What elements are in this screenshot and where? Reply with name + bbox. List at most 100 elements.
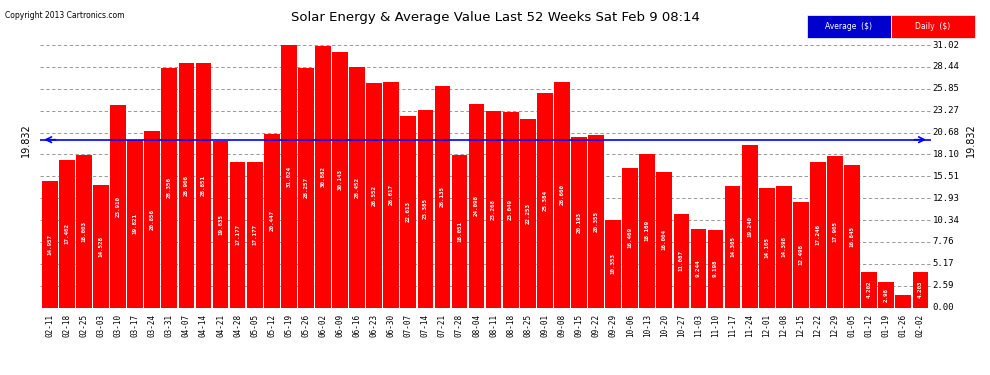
Text: 20.68: 20.68 [933,128,959,137]
Text: 10.353: 10.353 [611,253,616,274]
Bar [571,136,587,308]
Text: 9.244: 9.244 [696,260,701,277]
Bar [281,45,297,308]
Bar [418,110,434,308]
Text: 20.856: 20.856 [149,209,154,230]
Text: 31.024: 31.024 [286,166,291,187]
Text: 23.27: 23.27 [933,106,959,115]
Text: 16.004: 16.004 [662,229,667,250]
Text: 28.356: 28.356 [167,177,172,198]
Bar [895,295,911,307]
Bar [161,68,177,308]
Bar [264,135,279,308]
Bar [486,111,502,308]
Text: 28.44: 28.44 [933,62,959,71]
Text: 0.00: 0.00 [933,303,954,312]
Bar [145,131,160,308]
Text: 7.76: 7.76 [933,237,954,246]
Bar [128,140,143,308]
Text: 24.098: 24.098 [474,195,479,216]
Text: 14.528: 14.528 [99,236,104,256]
Text: 17.246: 17.246 [816,224,821,245]
Text: 5.17: 5.17 [933,259,954,268]
Text: 23.268: 23.268 [491,198,496,219]
Bar [640,154,655,308]
Bar [298,68,314,308]
Bar [42,181,57,308]
Text: 26.617: 26.617 [389,184,394,206]
Bar [861,272,877,308]
Bar [520,119,536,308]
Bar [503,112,519,308]
Text: 28.452: 28.452 [354,177,359,198]
Text: 18.10: 18.10 [933,150,959,159]
Text: 20.355: 20.355 [594,211,599,232]
Bar [110,105,126,308]
Text: 17.402: 17.402 [64,224,69,245]
Bar [656,172,672,308]
Text: 26.135: 26.135 [440,186,445,207]
Bar [691,229,706,308]
Bar [759,188,774,308]
Bar [93,184,109,308]
Bar [913,272,929,308]
Text: 19.240: 19.240 [747,216,752,237]
Text: 28.257: 28.257 [303,177,308,198]
Text: 17.177: 17.177 [252,224,257,245]
Text: 17.905: 17.905 [833,221,838,242]
Text: 26.552: 26.552 [371,184,376,206]
Bar [230,162,246,308]
Text: 2.98: 2.98 [884,288,889,302]
Text: 19.832: 19.832 [21,123,31,156]
Bar [673,214,689,308]
Text: 19.821: 19.821 [133,213,138,234]
Text: 10.34: 10.34 [933,216,959,225]
Bar [178,63,194,308]
Text: 4.203: 4.203 [918,281,923,298]
Bar [349,67,365,308]
Text: 25.85: 25.85 [933,84,959,93]
Text: 20.193: 20.193 [576,211,581,232]
Text: 12.498: 12.498 [798,244,803,265]
Text: 20.447: 20.447 [269,210,274,231]
Text: Copyright 2013 Cartronics.com: Copyright 2013 Cartronics.com [5,11,125,20]
Bar [315,46,331,308]
Bar [793,202,809,308]
Bar [554,82,570,308]
Text: 23.049: 23.049 [508,200,513,220]
Text: 19.832: 19.832 [966,123,976,156]
Bar [878,282,894,308]
Text: 23.910: 23.910 [116,196,121,217]
Text: 30.882: 30.882 [321,166,326,188]
Text: 4.202: 4.202 [866,281,871,298]
Bar [742,145,757,308]
Text: 15.51: 15.51 [933,172,959,181]
Text: 18.051: 18.051 [457,220,462,242]
Text: 28.851: 28.851 [201,175,206,196]
Text: Solar Energy & Average Value Last 52 Weeks Sat Feb 9 08:14: Solar Energy & Average Value Last 52 Wee… [290,11,700,24]
Bar [468,104,484,308]
Text: 14.398: 14.398 [781,236,786,257]
Bar [435,86,450,308]
Bar [451,155,467,308]
Bar [383,82,399,308]
Text: 30.143: 30.143 [338,170,343,190]
Bar [605,220,621,308]
Text: 19.635: 19.635 [218,214,223,235]
Bar [708,230,724,308]
Text: 31.02: 31.02 [933,40,959,50]
Bar [623,168,638,308]
Text: 22.253: 22.253 [526,203,531,224]
Bar [333,53,347,308]
Text: 11.087: 11.087 [679,250,684,271]
Text: 9.198: 9.198 [713,260,718,278]
Bar [776,186,792,308]
Bar [247,162,262,308]
Bar [828,156,842,308]
Text: 12.93: 12.93 [933,194,959,202]
Text: 14.305: 14.305 [730,237,736,258]
Text: 22.613: 22.613 [406,201,411,222]
Bar [588,135,604,308]
Text: Daily  ($): Daily ($) [916,22,950,31]
Text: 18.003: 18.003 [81,221,86,242]
